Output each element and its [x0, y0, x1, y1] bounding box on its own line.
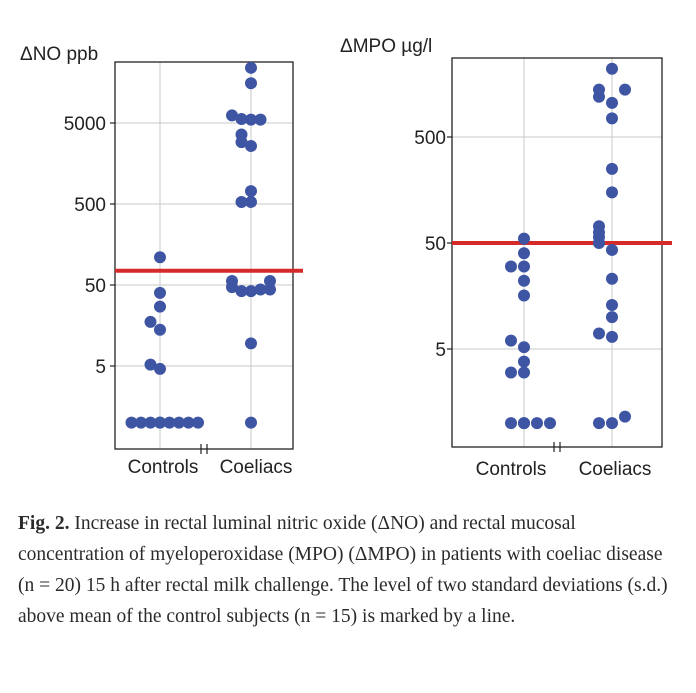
data-point-controls — [154, 324, 166, 336]
mpo-axis-title: ΔMPO µg/l — [340, 36, 432, 57]
x-category-label: Coeliacs — [579, 459, 652, 480]
data-point-coeliacs — [255, 114, 267, 126]
figure-canvas: ΔNO ppb 5 50 500 5000 Controls Coeliacs ΔMPO… — [0, 0, 696, 500]
data-point-coeliacs — [593, 417, 605, 429]
data-point-coeliacs — [606, 63, 618, 75]
data-point-coeliacs — [593, 220, 605, 232]
data-point-coeliacs — [236, 196, 248, 208]
y-tick-label: 500 — [414, 128, 446, 149]
data-point-controls — [518, 275, 530, 287]
data-point-coeliacs — [606, 273, 618, 285]
data-point-coeliacs — [236, 129, 248, 141]
data-point-coeliacs — [245, 62, 257, 74]
data-point-coeliacs — [619, 411, 631, 423]
mpo-panel: ΔMPO µg/l 5 50 500 Controls Coeliacs — [340, 36, 672, 480]
data-point-controls — [154, 287, 166, 299]
mpo-plot-frame — [452, 58, 662, 447]
data-point-coeliacs — [245, 417, 257, 429]
data-point-controls — [518, 417, 530, 429]
data-point-coeliacs — [226, 275, 238, 287]
data-point-controls — [518, 247, 530, 259]
data-point-controls — [544, 417, 556, 429]
data-point-coeliacs — [606, 299, 618, 311]
y-tick-label: 50 — [425, 234, 446, 255]
data-point-coeliacs — [619, 84, 631, 96]
data-point-coeliacs — [245, 337, 257, 349]
caption-text: Increase in rectal luminal nitric oxide … — [18, 513, 668, 627]
y-tick-label: 50 — [85, 276, 106, 297]
data-point-controls — [518, 341, 530, 353]
data-point-controls — [518, 261, 530, 273]
data-point-coeliacs — [606, 244, 618, 256]
data-point-coeliacs — [606, 97, 618, 109]
data-point-coeliacs — [606, 163, 618, 175]
data-point-coeliacs — [245, 185, 257, 197]
data-point-controls — [518, 289, 530, 301]
data-point-controls — [505, 335, 517, 347]
data-point-coeliacs — [226, 109, 238, 121]
x-category-label: Controls — [476, 459, 547, 480]
figure-caption: Fig. 2. Increase in rectal luminal nitri… — [18, 508, 678, 632]
data-point-controls — [505, 261, 517, 273]
data-point-coeliacs — [593, 328, 605, 340]
x-category-label: Controls — [128, 457, 199, 478]
y-tick-label: 5 — [95, 357, 106, 378]
data-point-controls — [145, 316, 157, 328]
no-panel: ΔNO ppb 5 50 500 5000 Controls Coeliacs — [20, 44, 303, 478]
caption-label: Fig. 2. — [18, 513, 69, 534]
data-point-controls — [518, 367, 530, 379]
data-point-coeliacs — [264, 275, 276, 287]
data-point-controls — [192, 417, 204, 429]
data-point-controls — [505, 417, 517, 429]
x-category-label: Coeliacs — [220, 457, 293, 478]
data-point-controls — [518, 233, 530, 245]
y-tick-label: 5 — [435, 340, 446, 361]
y-tick-label: 500 — [74, 195, 106, 216]
y-tick-label: 5000 — [64, 114, 106, 135]
data-point-controls — [518, 356, 530, 368]
data-point-controls — [145, 359, 157, 371]
data-point-coeliacs — [606, 186, 618, 198]
data-point-coeliacs — [245, 77, 257, 89]
data-point-coeliacs — [606, 331, 618, 343]
data-point-coeliacs — [606, 311, 618, 323]
data-point-coeliacs — [593, 84, 605, 96]
data-point-coeliacs — [606, 417, 618, 429]
data-point-controls — [154, 301, 166, 313]
data-point-controls — [505, 367, 517, 379]
data-point-controls — [531, 417, 543, 429]
data-point-coeliacs — [606, 112, 618, 124]
data-point-controls — [154, 251, 166, 263]
no-axis-title: ΔNO ppb — [20, 44, 98, 65]
